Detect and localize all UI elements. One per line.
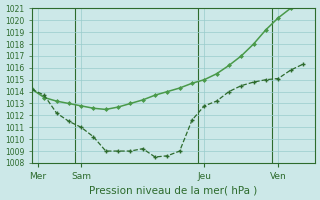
- X-axis label: Pression niveau de la mer( hPa ): Pression niveau de la mer( hPa ): [89, 185, 258, 195]
